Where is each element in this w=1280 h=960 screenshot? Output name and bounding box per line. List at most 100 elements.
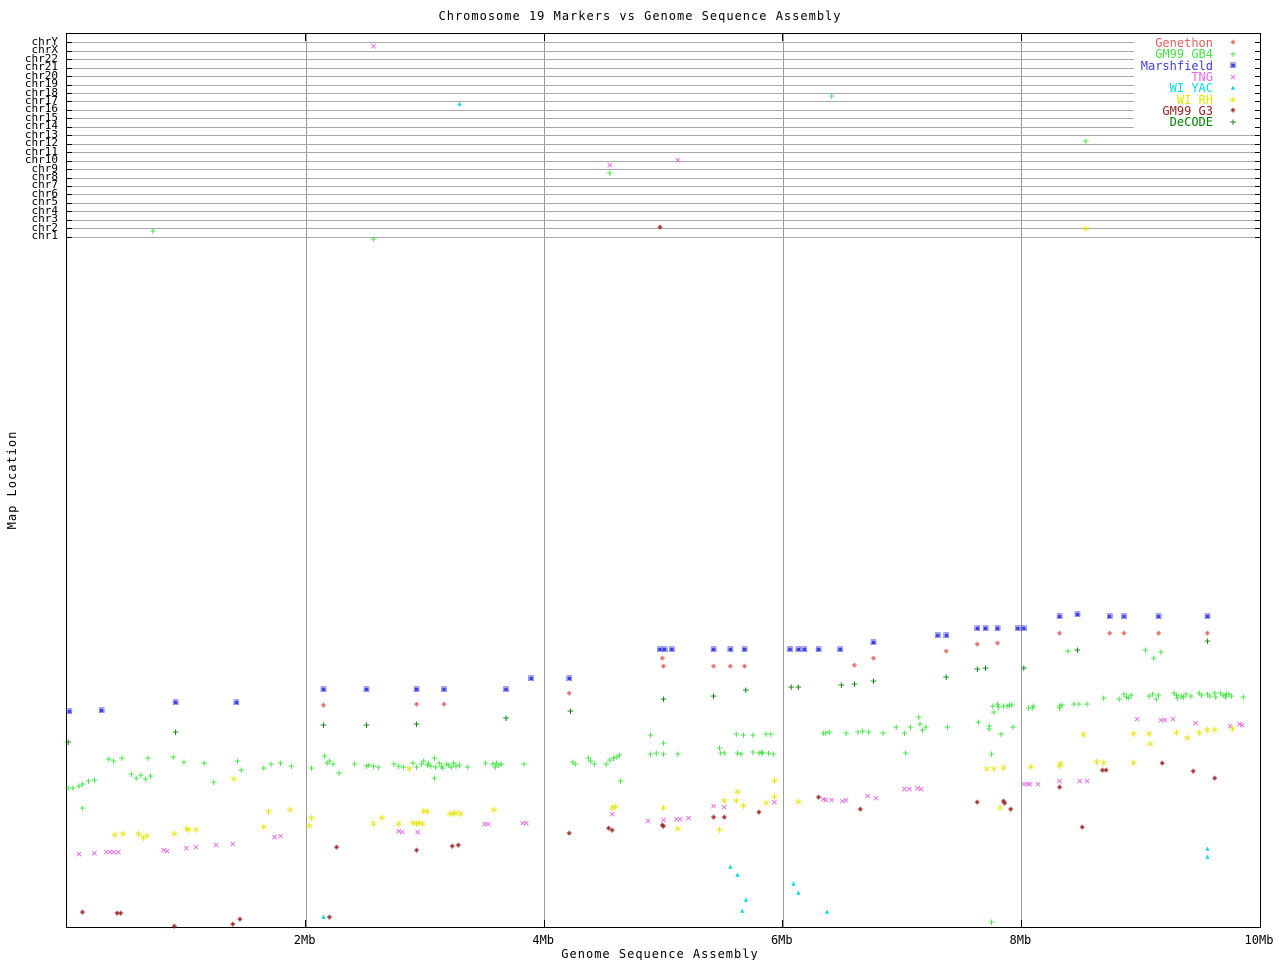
data-point-wi-rh: * — [134, 828, 143, 845]
y-axis-tick — [1255, 50, 1260, 52]
data-point-gm99-gb4: + — [755, 746, 763, 760]
data-point-marshfield: ▣ — [320, 684, 327, 695]
data-point-gm99-gb4: + — [1142, 643, 1149, 657]
legend-label: Marshfield — [1140, 58, 1213, 73]
data-point-decode: + — [320, 718, 327, 732]
data-point-gm99-gb4: + — [450, 756, 457, 770]
chromosome-label: chr14 — [24, 119, 58, 133]
data-point-wi-rh: * — [770, 775, 779, 792]
data-point-gm99-gb4: + — [915, 710, 923, 724]
data-point-gm99-g3: ◈ — [171, 921, 178, 932]
data-point-gm99-gb4: + — [1182, 687, 1190, 701]
data-point-decode: + — [794, 680, 802, 694]
data-point-gm99-gb4: + — [395, 759, 402, 773]
data-point-decode: + — [742, 683, 750, 697]
data-point-gm99-gb4: + — [1223, 687, 1230, 701]
data-point-gm99-gb4: + — [1030, 699, 1037, 713]
chromosome-label: chr5 — [31, 195, 59, 209]
data-point-marshfield: ▣ — [669, 644, 675, 655]
data-point-wi-yac: ▲ — [824, 907, 830, 916]
data-point-wi-rh: * — [673, 823, 683, 840]
data-point-marshfield: ▣ — [943, 630, 949, 641]
data-point-genethon: ◈ — [1056, 628, 1063, 639]
x-axis-tick — [1259, 34, 1261, 41]
y-axis-tick — [67, 211, 72, 213]
data-point-tng: × — [660, 813, 667, 827]
data-point-genethon: ◈ — [1121, 628, 1127, 639]
data-point-marshfield: ▣ — [870, 637, 877, 648]
y-axis-tick — [1255, 169, 1260, 171]
chromosome-label: chr19 — [24, 77, 58, 91]
data-point-gm99-gb4: + — [902, 746, 909, 760]
data-point-wi-rh: * — [456, 808, 465, 825]
data-point-gm99-g3: ◈ — [566, 828, 572, 839]
data-point-genethon: ◈ — [1106, 628, 1113, 639]
data-point-gm99-gb4: + — [1145, 689, 1153, 703]
data-point-marshfield: ▣ — [566, 673, 572, 684]
data-point-wi-rh: * — [377, 812, 387, 829]
chromosome-label: chr3 — [31, 212, 59, 226]
data-point-gm99-gb4: + — [1123, 690, 1130, 704]
data-point-gm99-gb4: + — [769, 747, 777, 761]
data-point-gm99-gb4: + — [1003, 699, 1011, 713]
data-point-tng: × — [1076, 774, 1084, 788]
data-point-tng: × — [277, 829, 284, 843]
data-point-wi-rh: * — [739, 800, 748, 817]
data-point-gm99-gb4: + — [85, 774, 92, 788]
data-point-gm99-g3: ◈ — [117, 908, 124, 919]
x-tick-label: 6Mb — [770, 933, 793, 947]
y-axis-tick — [1255, 160, 1260, 162]
data-point-tng: × — [644, 814, 652, 828]
data-point-tng: × — [673, 812, 680, 826]
data-point-gm99-gb4: + — [260, 761, 268, 775]
data-point-wi-rh: * — [139, 832, 148, 849]
data-point-gm99-gb4: + — [616, 748, 623, 762]
data-point-tng: × — [1238, 718, 1246, 732]
data-point-wi-rh: * — [607, 802, 617, 819]
x-tick-label: 10Mb — [1244, 933, 1274, 947]
data-point-gm99-gb4: + — [439, 761, 447, 775]
data-point-marshfield: ▣ — [1155, 611, 1162, 622]
data-point-genethon: ◈ — [851, 660, 858, 671]
data-point-gm99-g3: ◈ — [710, 812, 717, 823]
data-point-gm99-g3: ◈ — [1056, 782, 1063, 793]
y-axis-tick — [1255, 236, 1260, 238]
legend-plus-icon: + — [1229, 115, 1237, 129]
data-point-gm99-gb4: + — [602, 757, 610, 771]
data-point-gm99-gb4: + — [142, 772, 150, 786]
data-point-tng: × — [414, 825, 422, 839]
data-point-marshfield: ▣ — [1204, 611, 1211, 622]
data-point-gm99-gb4: + — [717, 746, 725, 760]
data-point-gm99-g3: ◈ — [413, 845, 420, 856]
data-point-decode: + — [502, 711, 510, 725]
data-point-tng: × — [398, 825, 406, 839]
chromosome-label: chr4 — [31, 203, 59, 217]
data-point-tng: × — [606, 158, 614, 172]
data-point-genethon: ◈ — [870, 653, 877, 664]
x-axis-tick — [543, 920, 545, 927]
x-axis-tick — [305, 34, 307, 41]
data-point-gm99-gb4: + — [907, 720, 914, 734]
y-axis-tick — [67, 185, 72, 187]
data-point-wi-rh: * — [1146, 738, 1155, 755]
data-point-gm99-gb4: + — [335, 766, 343, 780]
data-point-wi-yac: ▲ — [735, 870, 740, 879]
chromosome-label: chr11 — [24, 144, 58, 158]
legend-label: Genethon — [1155, 36, 1213, 50]
data-point-tng: × — [370, 39, 377, 53]
y-axis-tick — [1255, 228, 1260, 230]
data-point-wi-rh: * — [285, 804, 295, 821]
data-point-gm99-gb4: + — [1155, 688, 1162, 702]
data-point-gm99-gb4: + — [1204, 687, 1211, 701]
data-point-gm99-g3: ◈ — [756, 807, 762, 818]
data-point-wi-rh: * — [419, 805, 428, 822]
chromosome-label: chr18 — [24, 85, 58, 99]
legend-cross-icon: × — [1229, 70, 1237, 84]
data-point-tng: × — [229, 837, 237, 851]
data-point-tng: × — [114, 845, 122, 859]
data-point-wi-rh: * — [1055, 760, 1064, 777]
data-point-gm99-gb4: + — [985, 722, 993, 736]
chromosome-label: chrX — [31, 43, 59, 57]
y-axis-tick — [1255, 185, 1260, 187]
data-point-wi-rh: * — [170, 828, 179, 845]
